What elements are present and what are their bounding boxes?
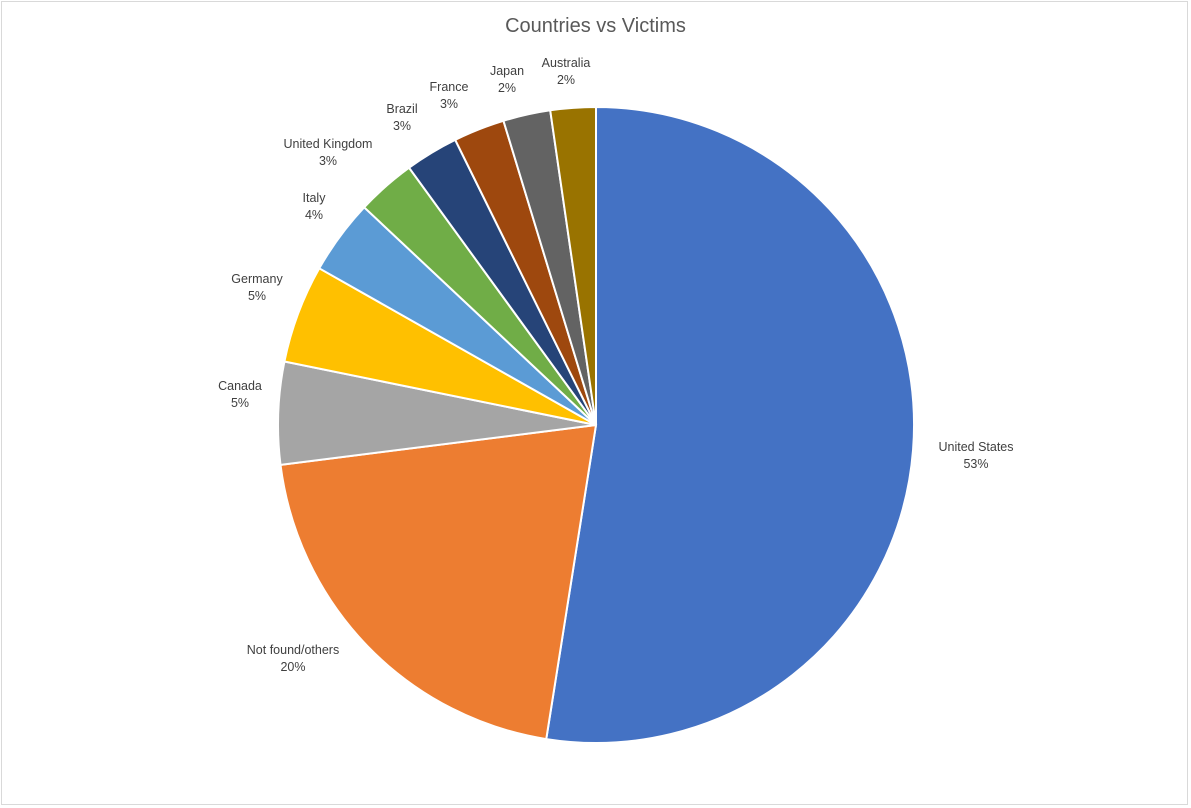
slice-name-not-found-others: Not found/others [247,643,339,657]
slice-percent-brazil: 3% [393,119,411,133]
slice-label-united-states: United States 53% [938,440,1013,471]
slice-percent-germany: 5% [248,289,266,303]
slice-percent-japan: 2% [498,81,516,95]
slice-percent-italy: 4% [305,208,323,222]
slice-percent-canada: 5% [231,396,249,410]
slice-name-australia: Australia [542,56,591,70]
slice-label-not-found-others: Not found/others 20% [247,643,339,674]
slice-label-australia: Australia 2% [542,56,591,87]
slice-percent-australia: 2% [557,73,575,87]
slice-label-germany: Germany 5% [231,272,283,303]
pie-slice-united-states [545,105,916,744]
pie-slices [277,105,916,744]
slice-name-canada: Canada [218,379,262,393]
slice-name-united-kingdom: United Kingdom [284,137,373,151]
slice-name-italy: Italy [303,191,327,205]
slice-name-japan: Japan [490,64,524,78]
pie-labels: United States 53% Not found/others 20% Canad… [218,56,1013,674]
slice-percent-france: 3% [440,97,458,111]
slice-percent-not-found-others: 20% [280,660,305,674]
slice-label-brazil: Brazil 3% [386,102,417,133]
slice-label-italy: Italy 4% [303,191,327,222]
slice-label-france: France 3% [430,80,469,111]
slice-label-japan: Japan 2% [490,64,524,95]
slice-name-united-states: United States [938,440,1013,454]
slice-name-france: France [430,80,469,94]
slice-percent-united-kingdom: 3% [319,154,337,168]
slice-percent-united-states: 53% [963,457,988,471]
slice-name-brazil: Brazil [386,102,417,116]
slice-name-germany: Germany [231,272,283,286]
pie-slice-australia [549,105,597,426]
chart-title: Countries vs Victims [505,15,686,37]
slice-label-canada: Canada 5% [218,379,262,410]
pie-slice-not-found-others [279,423,598,741]
slice-label-united-kingdom: United Kingdom 3% [284,137,373,168]
